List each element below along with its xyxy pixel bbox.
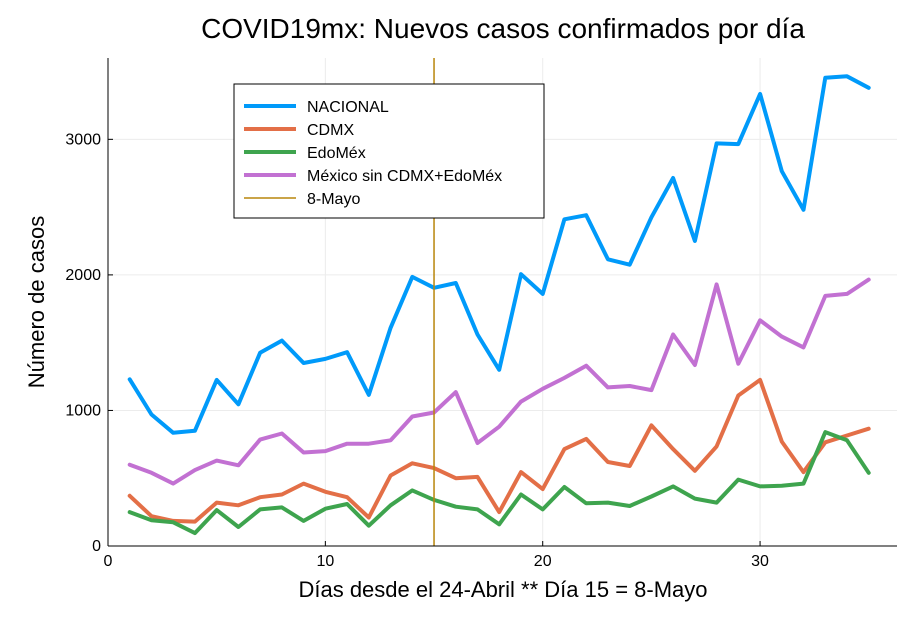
series-lines bbox=[127, 58, 871, 546]
y-tick-label: 3000 bbox=[65, 131, 101, 148]
legend-label: NACIONAL bbox=[307, 99, 389, 116]
series-line-nacional bbox=[127, 74, 871, 435]
x-axis-title: Días desde el 24-Abril ** Día 15 = 8-May… bbox=[298, 577, 707, 602]
x-tick-label: 30 bbox=[751, 553, 769, 570]
y-tick-label: 1000 bbox=[65, 402, 101, 419]
y-tick-label: 0 bbox=[92, 538, 101, 555]
y-tick-label: 2000 bbox=[65, 267, 101, 284]
legend-label: 8-Mayo bbox=[307, 191, 360, 208]
legend-label: México sin CDMX+EdoMéx bbox=[307, 168, 502, 185]
x-ticks: 0 10 20 30 bbox=[104, 541, 769, 570]
legend: NACIONAL CDMX EdoMéx México sin CDMX+EdoMéx… bbox=[233, 83, 545, 219]
series-line-m-xico-sin-cdmx-edom-x bbox=[127, 277, 871, 486]
legend-label: EdoMéx bbox=[307, 145, 366, 162]
chart-title: COVID19mx: Nuevos casos confirmados por … bbox=[201, 13, 805, 44]
y-ticks: 0 1000 2000 3000 bbox=[65, 131, 113, 555]
x-tick-label: 0 bbox=[104, 553, 113, 570]
legend-label: CDMX bbox=[307, 122, 354, 139]
x-tick-label: 20 bbox=[534, 553, 552, 570]
series-line-cdmx bbox=[127, 377, 871, 524]
series-line-edom-x bbox=[127, 430, 871, 536]
y-axis-title: Número de casos bbox=[24, 216, 49, 388]
x-tick-label: 10 bbox=[316, 553, 334, 570]
